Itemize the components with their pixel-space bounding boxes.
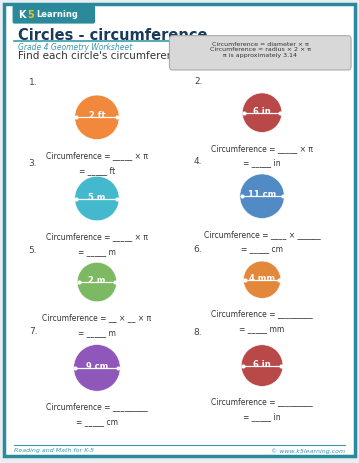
Ellipse shape [77, 263, 117, 302]
Text: 6.: 6. [194, 245, 202, 254]
Text: 6 in: 6 in [253, 359, 271, 368]
Text: © www.k5learning.com: © www.k5learning.com [271, 447, 345, 453]
Text: = _____ m: = _____ m [78, 327, 116, 336]
Text: 4.: 4. [194, 157, 202, 166]
Text: = _____ mm: = _____ mm [239, 324, 285, 333]
Text: = _____ cm: = _____ cm [241, 244, 283, 253]
Text: 9 cm: 9 cm [86, 361, 108, 370]
Text: 5 m: 5 m [88, 192, 106, 201]
Text: π is approximately 3.14: π is approximately 3.14 [223, 53, 297, 58]
Ellipse shape [242, 94, 282, 133]
Text: = _____ cm: = _____ cm [76, 416, 118, 425]
Text: = _____ m: = _____ m [78, 246, 116, 255]
Text: 11 cm: 11 cm [248, 190, 276, 199]
Text: 3.: 3. [29, 159, 37, 168]
Text: Circumference = _________: Circumference = _________ [211, 397, 313, 406]
Text: 2 ft: 2 ft [89, 111, 105, 120]
Text: 5.: 5. [29, 246, 37, 255]
Text: K: K [18, 10, 25, 19]
Ellipse shape [74, 345, 120, 391]
Text: Circumference = diameter × π: Circumference = diameter × π [212, 42, 309, 47]
Text: Circumference = __ × __ × π: Circumference = __ × __ × π [42, 313, 151, 321]
Text: Find each circle's circumference.: Find each circle's circumference. [18, 51, 189, 61]
Text: = _____ ft: = _____ ft [79, 165, 115, 174]
Text: Grade 4 Geometry Worksheet: Grade 4 Geometry Worksheet [18, 43, 132, 52]
Text: Learning: Learning [36, 10, 78, 19]
Ellipse shape [243, 262, 281, 299]
Text: 4 mm: 4 mm [249, 273, 275, 282]
Text: 1.: 1. [29, 78, 37, 87]
FancyBboxPatch shape [4, 5, 355, 456]
Text: = _____ in: = _____ in [243, 412, 281, 420]
Text: Reading and Math for K-5: Reading and Math for K-5 [14, 447, 94, 452]
Text: Circumference = _____ × π: Circumference = _____ × π [211, 144, 313, 152]
Ellipse shape [75, 96, 119, 140]
Text: = _____ in: = _____ in [243, 158, 281, 167]
Ellipse shape [241, 345, 283, 387]
Text: 2.: 2. [194, 77, 202, 86]
Text: Circles - circumference: Circles - circumference [18, 28, 208, 43]
Text: Circumference = ____ × ______: Circumference = ____ × ______ [204, 229, 321, 238]
Text: Circumference = _________: Circumference = _________ [211, 309, 313, 318]
Text: Circumference = radius × 2 × π: Circumference = radius × 2 × π [210, 47, 311, 52]
Text: Circumference = _____ × π: Circumference = _____ × π [46, 232, 148, 240]
Text: Circumference = _________: Circumference = _________ [46, 401, 148, 411]
Text: 6 in: 6 in [253, 106, 271, 116]
Text: 8.: 8. [194, 328, 202, 337]
Ellipse shape [75, 177, 119, 221]
Text: 5: 5 [27, 10, 34, 19]
Text: 7.: 7. [29, 327, 37, 336]
Text: 2 m: 2 m [88, 275, 106, 285]
Text: Circumference = _____ × π: Circumference = _____ × π [46, 150, 148, 159]
FancyBboxPatch shape [169, 37, 351, 71]
FancyBboxPatch shape [13, 6, 95, 25]
Ellipse shape [240, 175, 284, 219]
